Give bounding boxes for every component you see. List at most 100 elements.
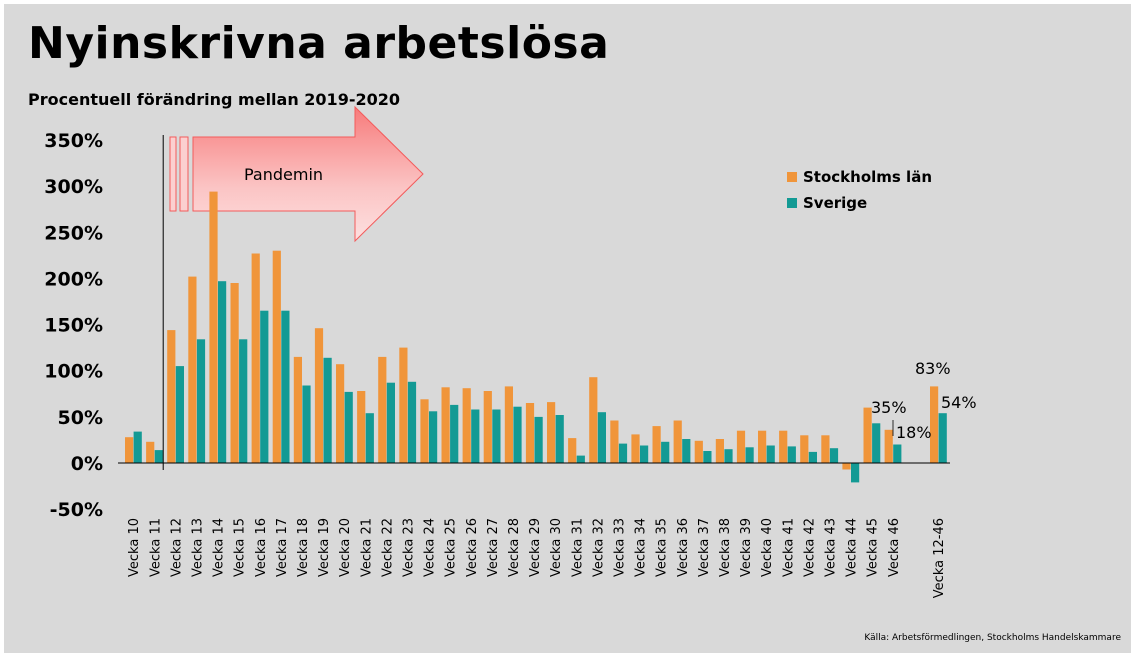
bar-stockholm — [230, 283, 239, 463]
bar-sverige — [872, 423, 881, 463]
x-tick-label: Vecka 14 — [212, 518, 227, 577]
bar-stockholm — [378, 356, 387, 463]
x-tick-label: Vecka 26 — [465, 518, 480, 577]
x-tick-label: Vecka 19 — [317, 518, 332, 577]
x-tick-label: Vecka 23 — [402, 518, 417, 577]
arrow-label: Pandemin — [244, 165, 323, 184]
bar-sverige — [787, 446, 796, 463]
bar-stockholm — [251, 253, 260, 463]
bar-sverige — [407, 381, 417, 463]
x-tick-label: Vecka 30 — [549, 518, 564, 577]
x-tick-label: Vecka 10 — [127, 518, 142, 577]
x-tick-label: Vecka 29 — [528, 518, 543, 577]
value-annotation: 54% — [941, 393, 977, 412]
y-tick-label: -50% — [50, 499, 103, 521]
bar-sverige — [218, 281, 227, 463]
x-tick-label: Vecka 13 — [191, 518, 206, 577]
bar-stockholm — [779, 430, 788, 463]
x-tick-label: Vecka 24 — [423, 518, 438, 577]
arrow-stripe-1 — [169, 136, 177, 212]
y-axis-ticks: -50% 0% 50% 100% 150% 200% 250% 300% 350% — [44, 130, 103, 521]
x-tick-label: Vecka 16 — [254, 518, 269, 577]
x-tick-label: Vecka 40 — [760, 518, 775, 577]
bar-sverige — [281, 310, 290, 463]
bar-sverige — [766, 445, 775, 463]
value-annotation: 18% — [896, 423, 932, 442]
x-tick-label: Vecka 36 — [676, 518, 691, 577]
bar-sverige — [703, 451, 712, 463]
bar-sverige — [661, 441, 670, 463]
bar-stockholm — [525, 403, 535, 463]
bar-stockholm — [483, 391, 492, 463]
bar-stockholm — [610, 420, 619, 463]
x-tick-label: Vecka 12 — [169, 518, 184, 577]
bar-sverige — [239, 339, 248, 463]
bar-sverige — [471, 409, 480, 463]
x-tick-label: Vecka 43 — [824, 518, 839, 577]
value-annotations: 83% 54% 35% 18% — [871, 359, 977, 442]
page-title: Nyinskrivna arbetslösa — [28, 18, 610, 69]
bar-sverige — [429, 411, 438, 463]
bar-sverige — [640, 445, 649, 463]
bar-sverige — [745, 447, 754, 463]
bar-sverige — [513, 406, 522, 463]
value-annotation: 83% — [915, 359, 951, 378]
arrow-stripe-2 — [179, 136, 189, 212]
bar-stockholm — [272, 250, 281, 463]
bar-sverige — [365, 413, 374, 463]
bar-stockholm — [930, 386, 939, 463]
x-tick-label: Vecka 25 — [444, 518, 459, 577]
bar-stockholm — [652, 426, 661, 463]
bar-stockholm — [336, 364, 345, 463]
legend: Stockholms län Sverige — [787, 168, 932, 212]
bar-sverige — [808, 451, 817, 463]
x-tick-label: Vecka 41 — [781, 518, 796, 577]
pandemic-arrow: Pandemin — [169, 105, 424, 243]
x-tick-label: Vecka 35 — [655, 518, 670, 577]
x-tick-label: Vecka 31 — [570, 518, 585, 577]
source-note: Källa: Arbetsförmedlingen, Stockholms Ha… — [864, 633, 1121, 643]
x-tick-label: Vecka 28 — [507, 518, 522, 577]
bar-stockholm — [715, 439, 724, 463]
bar-sverige — [829, 448, 839, 463]
bar-sverige — [492, 409, 501, 463]
bar-stockholm — [568, 438, 577, 463]
x-tick-label: Vecka 44 — [845, 518, 860, 577]
bar-stockholm — [167, 330, 176, 463]
legend-swatch-stockholm — [787, 172, 797, 182]
x-tick-label: Vecka 22 — [380, 518, 395, 577]
x-tick-label: Vecka 17 — [275, 518, 290, 577]
bar-stockholm — [504, 386, 513, 463]
bar-stockholm — [800, 435, 809, 463]
x-tick-label: Vecka 46 — [887, 518, 902, 577]
bar-stockholm — [125, 437, 134, 463]
x-tick-label: Vecka 33 — [613, 518, 628, 577]
bar-sverige — [386, 382, 395, 463]
chart-subtitle: Procentuell förändring mellan 2019-2020 — [28, 90, 400, 109]
bar-sverige — [851, 463, 860, 483]
y-tick-label: 50% — [58, 407, 103, 429]
bar-sverige — [597, 412, 606, 463]
value-annotation: 35% — [871, 398, 907, 417]
bar-stockholm — [884, 429, 893, 463]
bar-stockholm — [357, 391, 366, 463]
bar-stockholm — [441, 387, 450, 463]
bar-stockholm — [420, 399, 429, 463]
bar-sverige — [260, 310, 269, 463]
bar-sverige — [682, 439, 691, 463]
bar-sverige — [576, 455, 585, 463]
y-tick-label: 0% — [71, 453, 103, 475]
y-tick-label: 300% — [44, 176, 103, 198]
legend-swatch-sverige — [787, 198, 797, 208]
x-tick-label: Vecka 27 — [486, 518, 501, 577]
bars — [125, 191, 947, 483]
y-tick-label: 100% — [44, 361, 103, 383]
x-tick-label: Vecka 21 — [359, 518, 374, 577]
x-tick-label: Vecka 42 — [802, 518, 817, 577]
y-tick-label: 350% — [44, 130, 103, 152]
y-tick-label: 150% — [44, 315, 103, 337]
bar-sverige — [196, 339, 206, 463]
x-axis-labels: Vecka 10 Vecka 11 Vecka 12 Vecka 13 Vecka 14… — [127, 518, 947, 598]
x-tick-label: Vecka 15 — [233, 518, 248, 577]
